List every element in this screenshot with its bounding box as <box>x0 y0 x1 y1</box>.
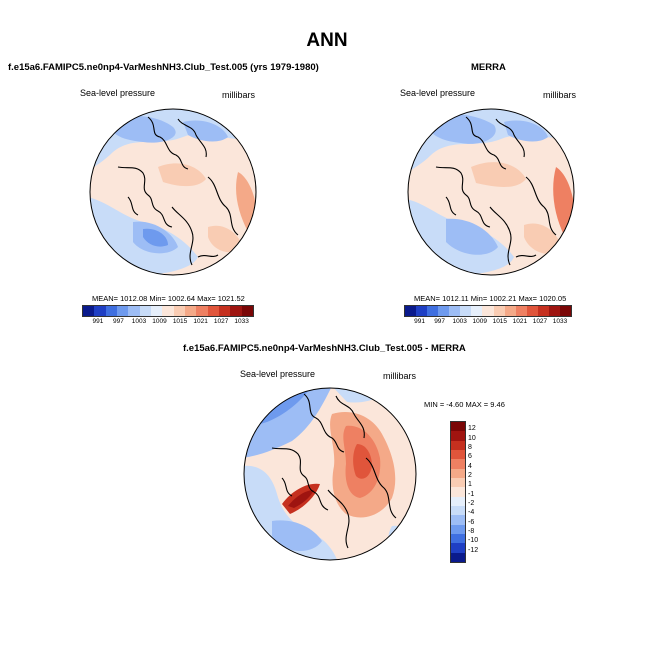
colorbar-swatch <box>139 306 151 316</box>
colorbar-tick-label: 1027 <box>213 318 229 325</box>
colorbar-swatch <box>451 515 465 525</box>
colorbar-swatch <box>451 552 465 562</box>
panel2-polar-map <box>407 108 575 276</box>
colorbar-swatch <box>460 306 472 316</box>
colorbar-swatch <box>105 306 117 316</box>
colorbar-swatch <box>451 477 465 488</box>
colorbar-swatch <box>548 306 560 316</box>
colorbar-swatch <box>196 306 208 316</box>
colorbar-tick-label: 991 <box>414 318 425 325</box>
colorbar-swatch <box>405 306 417 316</box>
colorbar-swatch <box>230 306 242 316</box>
panel3-stats: MIN = -4.60 MAX = 9.46 <box>424 400 505 409</box>
colorbar-swatch <box>451 459 465 469</box>
panel1-colorbar <box>82 305 254 317</box>
colorbar-tick-label: 6 <box>468 453 472 461</box>
panel1-units-label: millibars <box>222 90 256 100</box>
colorbar-swatch <box>449 306 461 316</box>
panel2-variable-label: Sea-level pressure <box>400 88 476 98</box>
colorbar-swatch <box>451 487 465 497</box>
colorbar-swatch <box>94 306 106 316</box>
colorbar-tick-label: -6 <box>468 518 475 526</box>
colorbar-swatch <box>504 306 516 316</box>
colorbar-tick-label: 997 <box>434 318 446 325</box>
colorbar-tick-label: -10 <box>468 537 479 545</box>
colorbar-tick-label: 1009 <box>152 318 167 325</box>
colorbar-swatch <box>218 306 231 316</box>
colorbar-tick-label: 1015 <box>172 318 188 325</box>
panel1-title: f.e15a6.FAMIPC5.ne0np4-VarMeshNH3.Club_T… <box>8 62 319 73</box>
colorbar-swatch <box>184 306 197 316</box>
colorbar-swatch <box>83 306 95 316</box>
colorbar-tick-label: 1015 <box>492 318 508 325</box>
panel1-variable-label: Sea-level pressure <box>80 88 156 98</box>
colorbar-tick-label: 1009 <box>472 318 487 325</box>
colorbar-swatch <box>451 422 465 432</box>
panel2-colorbar-ticks: 991 997 1003 1009 1015 1021 1027 1033 <box>404 318 570 325</box>
colorbar-swatch <box>128 306 140 316</box>
colorbar-swatch <box>427 306 439 316</box>
panel1-polar-map <box>89 108 257 276</box>
panel2-units-label: millibars <box>543 90 577 100</box>
colorbar-swatch <box>526 306 538 316</box>
colorbar-swatch <box>482 306 494 316</box>
panel2-stats: MEAN= 1012.11 Min= 1002.21 Max= 1020.05 <box>414 294 567 303</box>
colorbar-swatch <box>162 306 174 316</box>
colorbar-tick-label: -4 <box>468 509 475 517</box>
colorbar-swatch <box>451 505 465 516</box>
figure-title: ANN <box>306 30 348 51</box>
panel3-variable-label: Sea-level pressure <box>240 369 316 379</box>
colorbar-tick-label: 1033 <box>552 318 568 325</box>
colorbar-tick-label: 1021 <box>193 318 208 325</box>
colorbar-tick-label: 1033 <box>234 318 249 325</box>
colorbar-swatch <box>451 524 465 534</box>
colorbar-swatch <box>451 440 465 450</box>
colorbar-swatch <box>116 306 129 316</box>
colorbar-swatch <box>173 306 185 316</box>
colorbar-swatch <box>207 306 219 316</box>
colorbar-tick-label: 1003 <box>452 318 467 325</box>
panel3-units-label: millibars <box>383 371 417 381</box>
colorbar-tick-label: 12 <box>468 425 476 433</box>
colorbar-swatch <box>537 306 549 316</box>
colorbar-tick-label: 991 <box>92 318 104 325</box>
colorbar-swatch <box>451 449 465 460</box>
colorbar-tick-label: 1021 <box>512 318 528 325</box>
colorbar-swatch <box>515 306 527 316</box>
colorbar-swatch <box>241 306 253 316</box>
panel2-colorbar <box>404 305 572 317</box>
colorbar-swatch <box>451 468 465 478</box>
colorbar-tick-label: 2 <box>468 472 472 479</box>
colorbar-tick-label: 1003 <box>131 318 147 325</box>
panel2-title: MERRA <box>471 62 506 73</box>
colorbar-tick-label: 4 <box>468 462 472 470</box>
colorbar-tick-label: 1027 <box>532 318 548 325</box>
colorbar-tick-label: 8 <box>468 444 472 451</box>
colorbar-tick-label: -1 <box>468 490 475 498</box>
colorbar-swatch <box>451 533 465 544</box>
panel1-stats: MEAN= 1012.08 Min= 1002.64 Max= 1021.52 <box>92 294 245 303</box>
panel3-colorbar-ticks: 12 10 8 6 4 2 1 -1 -2 -4 -6 -8 -10 -12 <box>468 421 498 561</box>
colorbar-swatch <box>451 431 465 441</box>
colorbar-swatch <box>451 496 465 506</box>
colorbar-swatch <box>471 306 483 316</box>
colorbar-tick-label: 997 <box>113 318 124 325</box>
colorbar-tick-label: -12 <box>468 546 479 554</box>
colorbar-tick-label: 1 <box>468 481 472 489</box>
colorbar-swatch <box>438 306 450 316</box>
colorbar-swatch <box>416 306 428 316</box>
colorbar-tick-label: 10 <box>468 434 476 442</box>
colorbar-tick-label: -2 <box>468 500 475 507</box>
colorbar-swatch <box>150 306 163 316</box>
colorbar-swatch <box>559 306 571 316</box>
panel1-colorbar-ticks: 991 997 1003 1009 1015 1021 1027 1033 <box>82 318 252 325</box>
panel3-title: f.e15a6.FAMIPC5.ne0np4-VarMeshNH3.Club_T… <box>183 343 466 354</box>
colorbar-tick-label: -8 <box>468 528 475 535</box>
panel3-polar-map <box>243 387 417 561</box>
colorbar-swatch <box>451 543 465 553</box>
panel3-colorbar <box>450 421 466 563</box>
colorbar-swatch <box>493 306 505 316</box>
